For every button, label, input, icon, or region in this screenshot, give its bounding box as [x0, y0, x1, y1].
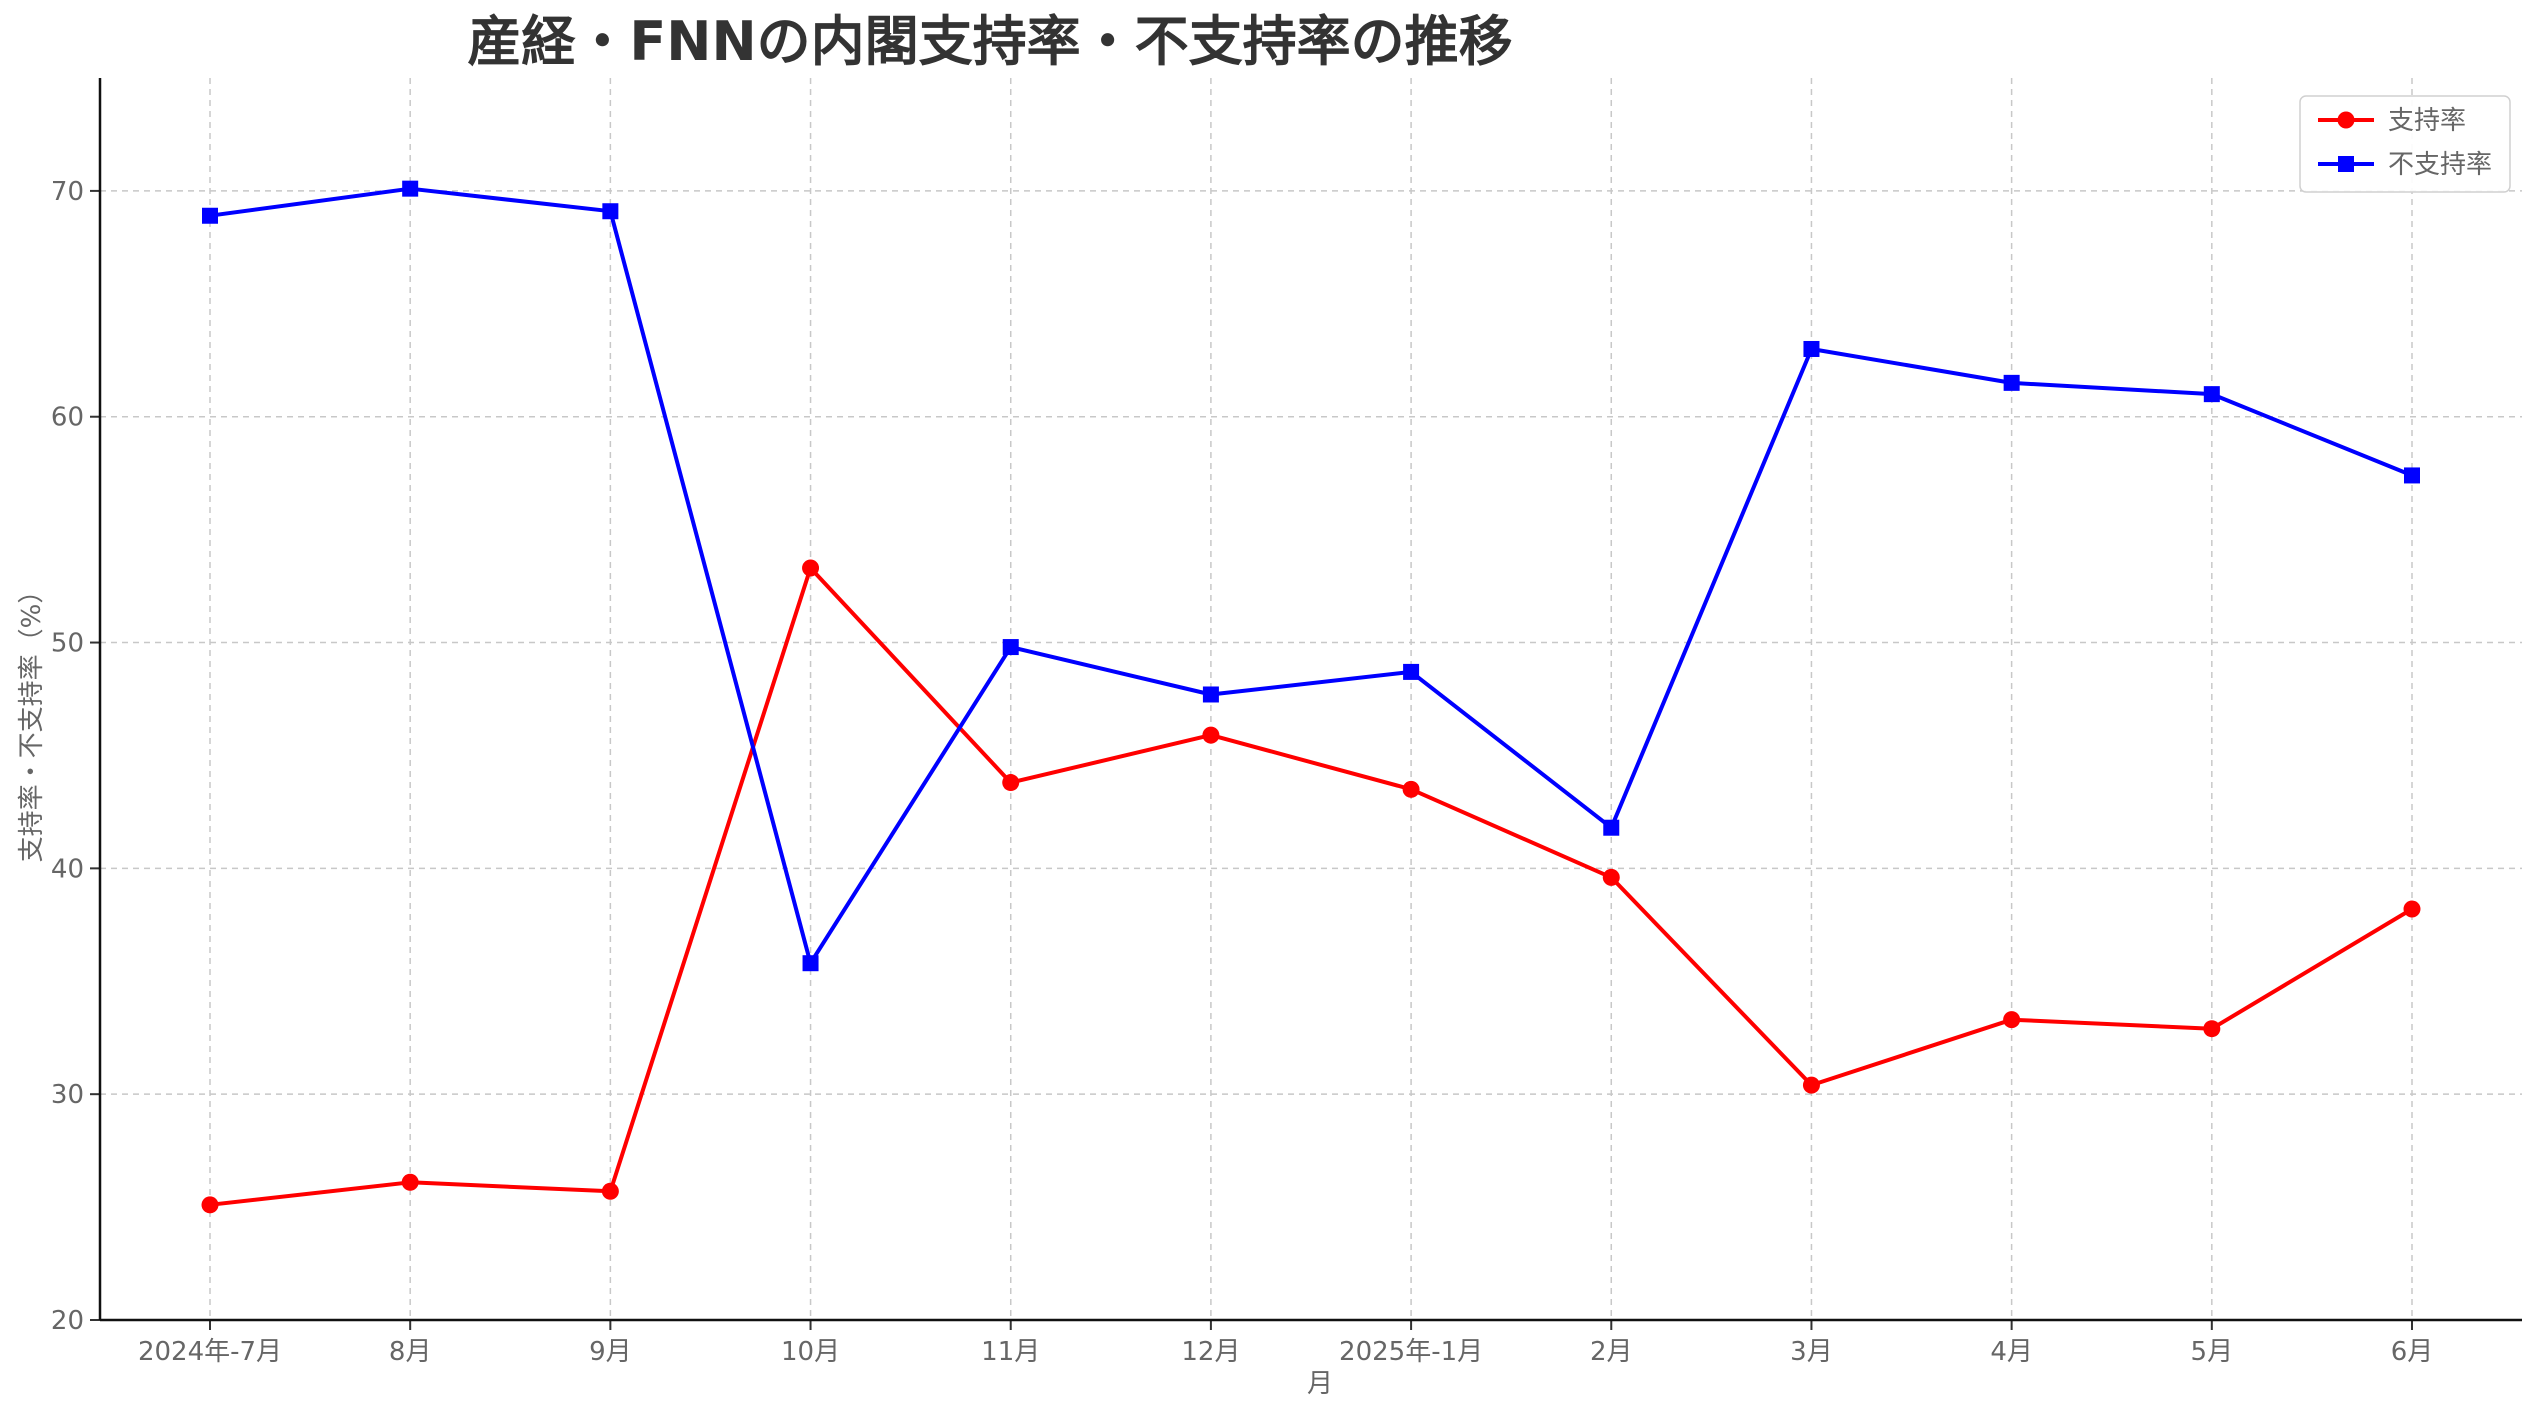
y-tick-label: 30 [51, 1080, 84, 1110]
axes [90, 78, 2522, 1330]
x-tick-label: 9月 [589, 1337, 632, 1367]
legend-item: 不支持率 [2318, 150, 2492, 180]
x-tick-label: 8月 [389, 1337, 432, 1367]
x-tick-label: 3月 [1790, 1337, 1833, 1367]
data-point [802, 559, 820, 577]
data-point [1202, 686, 1219, 703]
data-point [2003, 374, 2020, 391]
data-point [1803, 340, 1820, 357]
legend-label: 不支持率 [2388, 150, 2492, 180]
data-point [2003, 1011, 2021, 1029]
x-tick-label: 4月 [1990, 1337, 2033, 1367]
series-line [209, 566, 2414, 1207]
data-point [402, 180, 419, 197]
data-series [201, 180, 2421, 1214]
x-tick-label: 6月 [2391, 1337, 2434, 1367]
legend-marker [2337, 111, 2355, 129]
legend-item: 支持率 [2318, 106, 2466, 136]
legend-marker [2338, 156, 2354, 172]
x-tick-labels: 2024年-7月 8月 9月 10月 11月 12月 2025年-1月 2月 3月 4月 5月 6月 [138, 1337, 2433, 1367]
data-point [602, 203, 619, 220]
data-point [2403, 900, 2421, 918]
series-support [201, 559, 2421, 1214]
chart-title: 産経・FNNの内閣支持率・不支持率の推移 [467, 10, 1512, 73]
data-point [802, 955, 819, 972]
y-tick-label: 40 [51, 854, 84, 884]
x-tick-label: 2025年-1月 [1339, 1337, 1483, 1367]
y-tick-label: 20 [51, 1306, 84, 1336]
data-point [1603, 819, 1620, 836]
data-point [202, 207, 218, 224]
data-point [1802, 1076, 1820, 1094]
x-tick-label: 2024年-7月 [138, 1337, 282, 1367]
data-point [1002, 774, 1020, 792]
data-point [201, 1196, 219, 1214]
y-tick-label: 60 [51, 403, 84, 433]
y-tick-labels: 20 30 40 50 60 70 [51, 177, 84, 1336]
data-point [601, 1182, 619, 1200]
data-point [1403, 663, 1420, 680]
y-tick-label: 50 [51, 629, 84, 659]
data-point [2203, 386, 2220, 403]
data-point [2203, 1020, 2221, 1038]
data-point [401, 1173, 419, 1191]
x-tick-label: 2月 [1590, 1337, 1633, 1367]
series-line [209, 186, 2413, 966]
data-point [1402, 780, 1420, 798]
y-tick-label: 70 [51, 177, 84, 207]
grid-lines [100, 78, 2522, 1320]
x-tick-label: 10月 [781, 1337, 840, 1367]
x-axis-label: 月 [1307, 1369, 1333, 1399]
data-point [1002, 639, 1019, 656]
series-disapproval [202, 180, 2420, 972]
data-point [1202, 726, 1220, 744]
x-tick-label: 12月 [1181, 1337, 1240, 1367]
x-tick-label: 5月 [2191, 1337, 2234, 1367]
y-axis-label: 支持率・不支持率（%） [17, 578, 47, 863]
legend-label: 支持率 [2388, 106, 2466, 136]
data-point [1602, 868, 1620, 886]
data-point [2404, 467, 2420, 484]
x-tick-label: 11月 [981, 1337, 1040, 1367]
